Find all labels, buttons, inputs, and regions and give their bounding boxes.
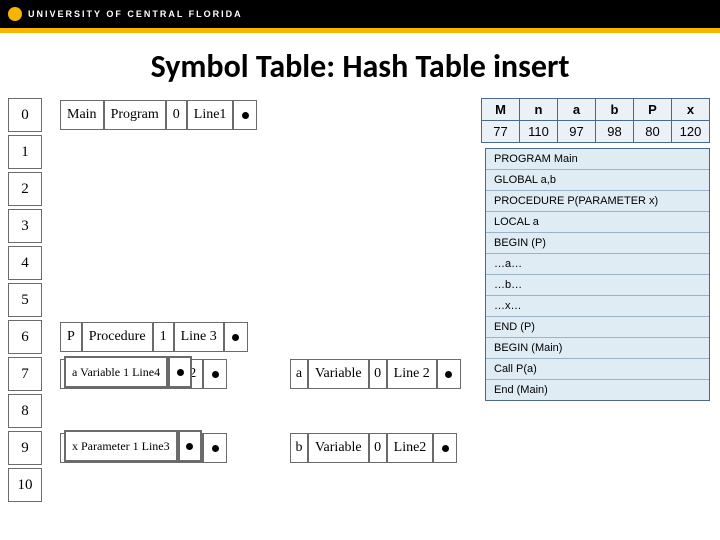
ucf-logo-icon — [8, 7, 22, 21]
entry-name: b — [290, 433, 308, 463]
pointer-icon — [203, 359, 227, 389]
nv-value: 110 — [520, 121, 558, 143]
hash-index: 4 — [8, 246, 42, 280]
hash-entry-9-overlay: x Parameter 1 Line3 — [64, 430, 202, 462]
slide-title: Symbol Table: Hash Table insert — [0, 47, 720, 86]
hash-index: 8 — [8, 394, 42, 428]
nv-value: 97 — [558, 121, 596, 143]
nv-value: 98 — [596, 121, 634, 143]
entry-name: P — [60, 322, 82, 352]
pointer-icon — [233, 100, 257, 130]
code-line: END (P) — [486, 317, 709, 338]
nv-header: M — [482, 99, 520, 121]
nv-header: x — [672, 99, 710, 121]
nv-header: P — [634, 99, 672, 121]
code-line: BEGIN (P) — [486, 233, 709, 254]
entry-kind: Program — [104, 100, 166, 130]
ascii-value-table: M n a b P x 77 110 97 98 80 120 — [481, 98, 710, 143]
hash-index: 7 — [8, 357, 42, 391]
hash-index: 2 — [8, 172, 42, 206]
hash-entry-9b: b Variable 0 Line2 — [290, 433, 457, 463]
code-line: …a… — [486, 254, 709, 275]
pointer-icon — [168, 356, 192, 388]
entry-name: a — [290, 359, 308, 389]
code-line: End (Main) — [486, 380, 709, 400]
university-name: UNIVERSITY OF CENTRAL FLORIDA — [28, 9, 243, 19]
nv-value: 77 — [482, 121, 520, 143]
hash-index: 0 — [8, 98, 42, 132]
entry-kind: Procedure — [82, 322, 153, 352]
code-listing: PROGRAM Main GLOBAL a,b PROCEDURE P(PARA… — [485, 148, 710, 401]
hash-index: 10 — [8, 468, 42, 502]
code-line: …x… — [486, 296, 709, 317]
code-line: BEGIN (Main) — [486, 338, 709, 359]
entry-scope: 1 — [153, 322, 174, 352]
nv-header: b — [596, 99, 634, 121]
hash-index: 9 — [8, 431, 42, 465]
nv-value: 120 — [672, 121, 710, 143]
hash-entry-0: Main Program 0 Line1 — [60, 100, 257, 130]
entry-scope: 0 — [369, 433, 387, 463]
pointer-icon — [433, 433, 457, 463]
nv-header: n — [520, 99, 558, 121]
entry-overlay-text: x Parameter 1 Line3 — [64, 430, 178, 462]
entry-overlay-text: a Variable 1 Line4 — [64, 356, 168, 388]
entry-name: Main — [60, 100, 104, 130]
code-line: GLOBAL a,b — [486, 170, 709, 191]
entry-scope: 0 — [166, 100, 187, 130]
entry-loc: Line 3 — [174, 322, 224, 352]
code-line: …b… — [486, 275, 709, 296]
hash-entry-6: P Procedure 1 Line 3 — [60, 322, 248, 352]
entry-scope: 0 — [369, 359, 387, 389]
code-line: Call P(a) — [486, 359, 709, 380]
entry-loc: Line 2 — [387, 359, 437, 389]
hash-index: 3 — [8, 209, 42, 243]
pointer-icon — [224, 322, 248, 352]
entry-kind: Variable — [308, 359, 369, 389]
code-line: LOCAL a — [486, 212, 709, 233]
nv-header: a — [558, 99, 596, 121]
header-bar: UNIVERSITY OF CENTRAL FLORIDA — [0, 0, 720, 28]
hash-entry-7-overlay: a Variable 1 Line4 — [64, 356, 192, 388]
entry-loc: Line1 — [187, 100, 234, 130]
nv-value: 80 — [634, 121, 672, 143]
hash-index: 6 — [8, 320, 42, 354]
entry-kind: Variable — [308, 433, 369, 463]
code-line: PROCEDURE P(PARAMETER x) — [486, 191, 709, 212]
slide-content: 0 1 2 3 4 5 6 7 8 9 10 Main Program 0 Li… — [0, 98, 720, 528]
pointer-icon — [178, 430, 202, 462]
pointer-icon — [203, 433, 227, 463]
hash-index: 1 — [8, 135, 42, 169]
hash-index-column: 0 1 2 3 4 5 6 7 8 9 10 — [8, 98, 42, 505]
hash-index: 5 — [8, 283, 42, 317]
pointer-icon — [437, 359, 461, 389]
header-accent — [0, 28, 720, 33]
hash-entry-7b: a Variable 0 Line 2 — [290, 359, 461, 389]
entry-loc: Line2 — [387, 433, 434, 463]
code-line: PROGRAM Main — [486, 149, 709, 170]
